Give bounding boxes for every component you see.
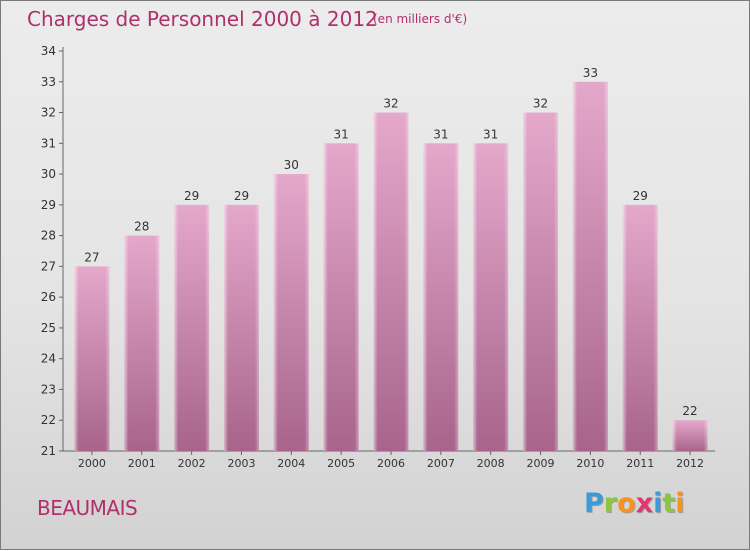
bar-highlight bbox=[323, 143, 359, 452]
y-tick-label: 25 bbox=[41, 321, 56, 335]
y-tick-label: 28 bbox=[41, 229, 56, 243]
y-tick-label: 33 bbox=[41, 75, 56, 89]
y-tick-label: 31 bbox=[41, 136, 56, 150]
x-tick-label: 2011 bbox=[626, 457, 654, 470]
y-tick-label: 21 bbox=[41, 444, 56, 458]
bar-highlight bbox=[572, 81, 608, 452]
y-tick-label: 34 bbox=[41, 44, 56, 58]
bar-highlight bbox=[672, 420, 708, 451]
bar-highlight bbox=[74, 266, 110, 451]
bar-value-label: 22 bbox=[682, 404, 697, 418]
y-tick-label: 32 bbox=[41, 106, 56, 120]
logo-letter: i bbox=[675, 488, 685, 519]
y-tick-label: 27 bbox=[41, 259, 56, 273]
x-tick-label: 2006 bbox=[377, 457, 405, 470]
bar-highlight bbox=[124, 235, 160, 451]
x-tick-label: 2010 bbox=[576, 457, 604, 470]
chart-title: Charges de Personnel 2000 à 2012 bbox=[27, 7, 378, 31]
x-tick-label: 2008 bbox=[477, 457, 505, 470]
logo-letter: t bbox=[662, 488, 676, 519]
y-tick-label: 23 bbox=[41, 382, 56, 396]
y-tick-label: 26 bbox=[41, 290, 56, 304]
x-tick-label: 2005 bbox=[327, 457, 355, 470]
bar-value-label: 31 bbox=[483, 127, 498, 141]
bar-highlight bbox=[373, 112, 409, 452]
x-tick-label: 2002 bbox=[178, 457, 206, 470]
bar-value-label: 31 bbox=[433, 127, 448, 141]
bar-value-label: 33 bbox=[583, 66, 598, 80]
bar-highlight bbox=[174, 204, 210, 451]
x-tick-label: 2001 bbox=[128, 457, 156, 470]
bar-value-label: 29 bbox=[633, 189, 648, 203]
x-tick-label: 2009 bbox=[527, 457, 555, 470]
logo-letter: r bbox=[603, 488, 618, 519]
y-tick-label: 24 bbox=[41, 352, 56, 366]
bar-value-label: 32 bbox=[383, 97, 398, 111]
logo-letter: P bbox=[584, 488, 604, 519]
commune-name: BEAUMAIS bbox=[37, 496, 138, 520]
chart-subtitle: (en milliers d'€) bbox=[373, 12, 468, 26]
bar-highlight bbox=[523, 112, 559, 452]
bar-value-label: 27 bbox=[84, 250, 99, 264]
logo-letter: o bbox=[617, 488, 636, 519]
y-tick-label: 22 bbox=[41, 413, 56, 427]
bar-value-label: 29 bbox=[234, 189, 249, 203]
logo-letter: i bbox=[653, 488, 663, 519]
x-tick-label: 2004 bbox=[277, 457, 305, 470]
bar-highlight bbox=[622, 204, 658, 451]
bar-value-label: 29 bbox=[184, 189, 199, 203]
bar-highlight bbox=[473, 143, 509, 452]
bar-highlight bbox=[223, 204, 259, 451]
bar-highlight bbox=[273, 174, 309, 452]
bar-value-label: 30 bbox=[284, 158, 299, 172]
logo-letter: x bbox=[635, 488, 654, 519]
proxiti-logo: Proxiti bbox=[584, 488, 685, 519]
x-tick-label: 2007 bbox=[427, 457, 455, 470]
y-tick-label: 30 bbox=[41, 167, 56, 181]
bar-value-label: 31 bbox=[334, 127, 349, 141]
y-tick-label: 29 bbox=[41, 198, 56, 212]
bar-highlight bbox=[423, 143, 459, 452]
bar-value-label: 32 bbox=[533, 97, 548, 111]
x-tick-label: 2000 bbox=[78, 457, 106, 470]
bar-value-label: 28 bbox=[134, 220, 149, 234]
x-tick-label: 2012 bbox=[676, 457, 704, 470]
x-tick-label: 2003 bbox=[227, 457, 255, 470]
